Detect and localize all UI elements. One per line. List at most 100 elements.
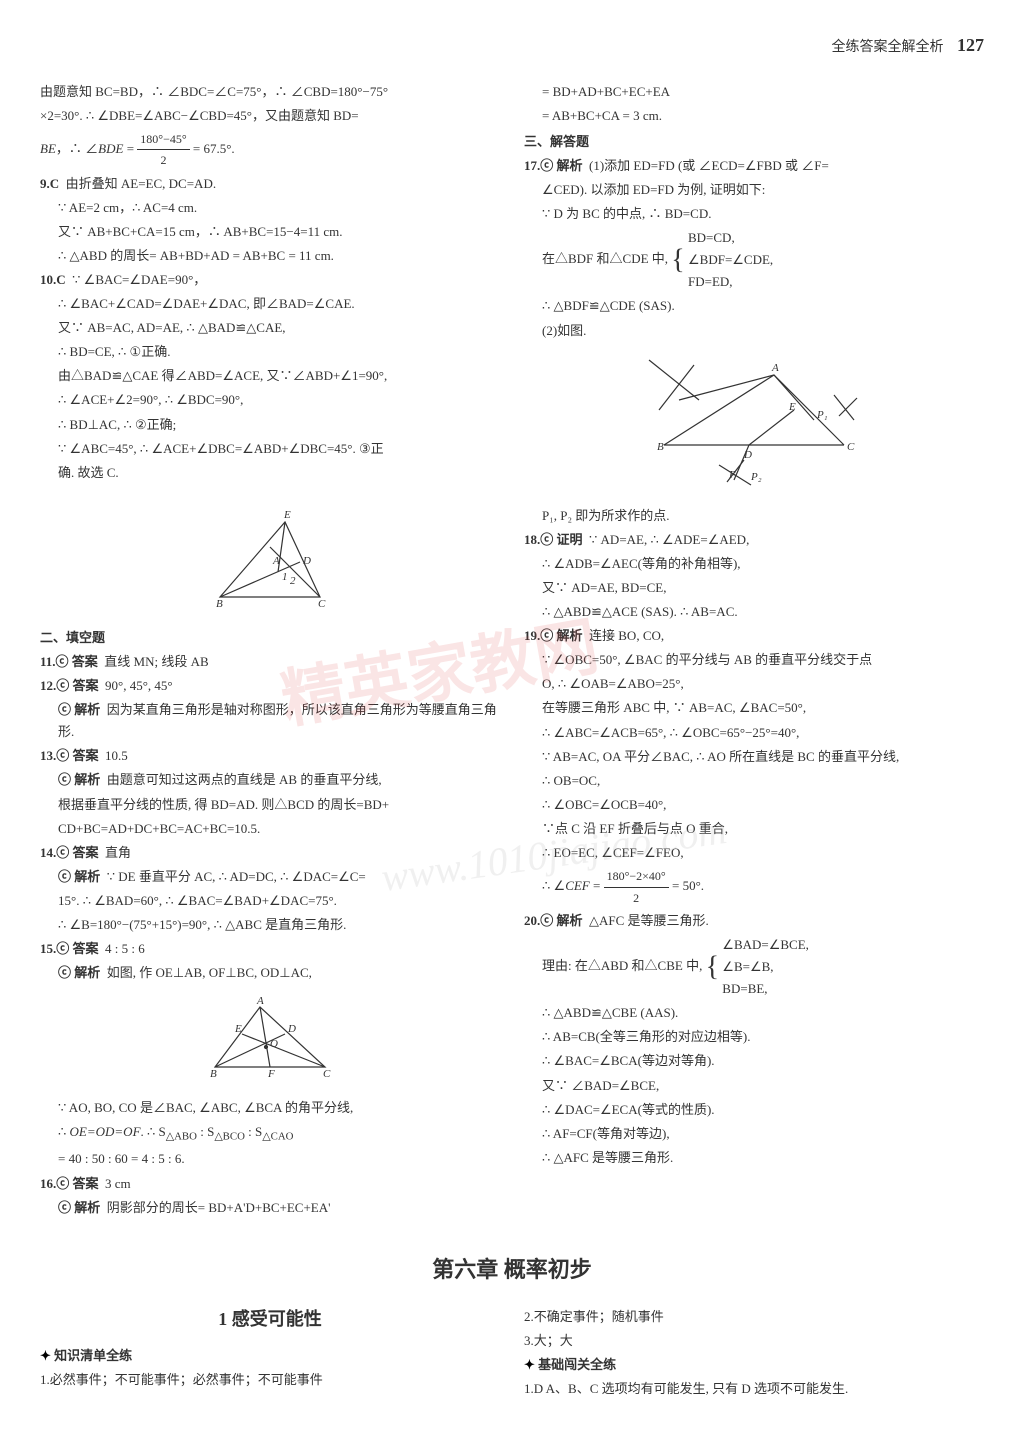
svg-text:D: D (302, 555, 311, 567)
svg-text:P₂: P₂ (750, 471, 762, 483)
svg-text:E: E (234, 1023, 242, 1035)
intro-line-1: 由题意知 BC=BD，∴ ∠BDC=∠C=75°，∴ ∠CBD=180°−75° (40, 81, 500, 103)
q19: 19.ⓒ 解析 连接 BO, CO, (524, 625, 984, 647)
q20-l5: ∴ AB=CB(全等三角形的对应边相等). (524, 1026, 984, 1048)
q13-a0: ⓒ 解析 由题意可知过这两点的直线是 AB 的垂直平分线, (40, 769, 500, 791)
svg-text:B: B (657, 441, 664, 453)
svg-text:P₁: P₁ (816, 409, 828, 421)
svg-text:1: 1 (282, 571, 288, 583)
q9-line2: 又∵ AB+BC+CA=15 cm，∴ AB+BC=15−4=11 cm. (40, 221, 500, 243)
q15: 15.ⓒ 答案 4 : 5 : 6 (40, 938, 500, 960)
svg-text:E: E (788, 401, 796, 413)
q12: 12.ⓒ 答案 90°, 45°, 45° (40, 675, 500, 697)
q18-l3: ∴ △ABD≌△ACE (SAS). ∴ AB=AC. (524, 601, 984, 623)
q16: 16.ⓒ 答案 3 cm (40, 1173, 500, 1195)
q14-a1: 15°. ∴ ∠BAD=60°, ∴ ∠BAC=∠BAD+∠DAC=75°. (40, 890, 500, 912)
q20-l9: ∴ AF=CF(等角对等边), (524, 1123, 984, 1145)
svg-text:O: O (270, 1038, 278, 1050)
q20-l8: ∴ ∠DAC=∠ECA(等式的性质). (524, 1099, 984, 1121)
svg-text:C: C (318, 598, 326, 610)
header-title: 全练答案全解全析 (832, 40, 944, 55)
q10-l6: ∵ ∠ABC=45°, ∴ ∠ACE+∠DBC=∠ABD+∠DBC=45°. ③… (40, 438, 500, 460)
q10-l1: 又∵ AB=AC, AD=AE, ∴ △BAD≌△CAE, (40, 317, 500, 339)
q10-l0: ∴ ∠BAC+∠CAD=∠DAE+∠DAC, 即∠BAD=∠CAE. (40, 293, 500, 315)
q10-l3: 由△BAD≌△CAE 得∠ABD=∠ACE, 又∵∠ABD+∠1=90°, (40, 365, 500, 387)
q18-l2: 又∵ AD=AE, BD=CE, (524, 577, 984, 599)
chapter-sub: 1 感受可能性 (40, 1304, 500, 1335)
q15-a1: ∵ AO, BO, CO 是∠BAC, ∠ABC, ∠BCA 的角平分线, (40, 1097, 500, 1119)
q10-label: 10.C ∵ ∠BAC=∠DAE=90°， (40, 269, 500, 291)
q19-l8: ∴ EO=EC, ∠CEF=∠FEO, (524, 842, 984, 864)
q10-l7: 确. 故选 C. (40, 462, 500, 484)
q20: 20.ⓒ 解析 △AFC 是等腰三角形. (524, 910, 984, 932)
q16-a: ⓒ 解析 阴影部分的周长= BD+A'D+BC+EC+EA' (40, 1197, 500, 1219)
svg-text:F: F (267, 1068, 275, 1080)
q15-a3: = 40 : 50 : 60 = 4 : 5 : 6. (40, 1148, 500, 1170)
construction-diagram: A B C D E F P₁ P₂ (524, 350, 984, 497)
svg-text:F: F (728, 469, 736, 481)
section-solve: 三、解答题 (524, 131, 984, 153)
ch-l4: 1.D A、B、C 选项均有可能发生, 只有 D 选项不可能发生. (524, 1378, 984, 1400)
svg-text:C: C (847, 441, 855, 453)
q10-l5: ∴ BD⊥AC, ∴ ②正确; (40, 414, 500, 436)
svg-text:B: B (210, 1068, 217, 1080)
q19-l9: ∴ ∠CEF = 180°−2×40°2 = 50°. (524, 866, 984, 908)
svg-text:D: D (287, 1023, 296, 1035)
chapter-title: 第六章 概率初步 (40, 1251, 984, 1288)
q19-l3: ∴ ∠ABC=∠ACB=65°, ∴ ∠OBC=65°−25°=40°, (524, 722, 984, 744)
q20-l7: 又∵ ∠BAD=∠BCE, (524, 1075, 984, 1097)
page-header: 全练答案全解全析 127 (40, 30, 984, 61)
intro-line-3: BE，∴ ∠BDE = 180°−45°2 = 67.5°. (40, 129, 500, 171)
top-l1: = AB+BC+CA = 3 cm. (524, 105, 984, 127)
q9-line3: ∴ △ABD 的周长= AB+BD+AD = AB+BC = 11 cm. (40, 245, 500, 267)
q14-a2: ∴ ∠B=180°−(75°+15°)=90°, ∴ △ABC 是直角三角形. (40, 914, 500, 936)
q20-l10: ∴ △AFC 是等腰三角形. (524, 1147, 984, 1169)
svg-text:A: A (256, 995, 264, 1007)
q11: 11.ⓒ 答案 直线 MN; 线段 AB (40, 651, 500, 673)
chapter-left: 1 感受可能性 知识清单全练 1.必然事件；不可能事件；必然事件；不可能事件 (40, 1304, 500, 1402)
q13-a2: CD+BC=AD+DC+BC=AC+BC=10.5. (40, 818, 500, 840)
q17-l6: ∴ △BDF≌△CDE (SAS). (524, 295, 984, 317)
ch-l2: 2.不确定事件；随机事件 (524, 1306, 984, 1328)
q9-line1: ∵ AE=2 cm，∴ AC=4 cm. (40, 197, 500, 219)
q12-analysis: ⓒ 解析 因为某直角三角形是轴对称图形，所以该直角三角形为等腰直角三角形. (40, 699, 500, 743)
q15-a2: ∴ OE=OD=OF. ∴ S△ABO : S△BCO : S△CAO (40, 1121, 500, 1146)
intro-line-2: ×2=30°. ∴ ∠DBE=∠ABC−∠CBD=45°，又由题意知 BD= (40, 105, 500, 127)
svg-text:A: A (771, 362, 779, 374)
right-column: = BD+AD+BC+EC+EA = AB+BC+CA = 3 cm. 三、解答… (524, 79, 984, 1221)
q18: 18.ⓒ 证明 ∵ AD=AE, ∴ ∠ADE=∠AED, (524, 529, 984, 551)
q13: 13.ⓒ 答案 10.5 (40, 745, 500, 767)
q17-l2: 在△BDF 和△CDE 中, { BD=CD, ∠BDF=∠CDE, FD=ED… (524, 227, 984, 293)
q20-l6: ∴ ∠BAC=∠BCA(等边对等角). (524, 1050, 984, 1072)
q17-l0: ∠CED). 以添加 ED=FD 为例, 证明如下: (524, 179, 984, 201)
svg-text:D: D (743, 449, 752, 461)
q17: 17.ⓒ 解析 (1)添加 ED=FD (或 ∠ECD=∠FBD 或 ∠F= (524, 155, 984, 177)
top-l0: = BD+AD+BC+EC+EA (524, 81, 984, 103)
chapter-columns: 1 感受可能性 知识清单全练 1.必然事件；不可能事件；必然事件；不可能事件 2… (40, 1304, 984, 1402)
q19-l2: 在等腰三角形 ABC 中, ∵ AB=AC, ∠BAC=50°, (524, 697, 984, 719)
q19-l5: ∴ OB=OC, (524, 770, 984, 792)
triangle-diagram-2: B C A E D F O (40, 992, 500, 1089)
q20-l0: 理由: 在△ABD 和△CBE 中, { ∠BAD=∠BCE, ∠B=∠B, B… (524, 934, 984, 1000)
q17-l7: (2)如图. (524, 320, 984, 342)
svg-text:E: E (283, 509, 291, 521)
q13-a1: 根据垂直平分线的性质, 得 BD=AD. 则△BCD 的周长=BD+ (40, 794, 500, 816)
triangle-diagram-1: B C E A D 1 2 (40, 492, 500, 619)
q20-l4: ∴ △ABD≌△CBE (AAS). (524, 1002, 984, 1024)
main-columns: 由题意知 BC=BD，∴ ∠BDC=∠C=75°，∴ ∠CBD=180°−75°… (40, 79, 984, 1221)
svg-text:A: A (272, 555, 280, 567)
svg-text:B: B (216, 598, 223, 610)
q19-l1: O, ∴ ∠OAB=∠ABO=25°, (524, 673, 984, 695)
svg-text:2: 2 (290, 575, 296, 587)
basic-heading: 基础闯关全练 (524, 1354, 984, 1376)
q14-a0: ⓒ 解析 ∵ DE 垂直平分 AC, ∴ AD=DC, ∴ ∠DAC=∠C= (40, 866, 500, 888)
q9-label: 9.C 由折叠知 AE=EC, DC=AD. (40, 173, 500, 195)
q14: 14.ⓒ 答案 直角 (40, 842, 500, 864)
q17-after: P₁, P₂ 即为所求作的点. (524, 505, 984, 527)
q10-l2: ∴ BD=CE, ∴ ①正确. (40, 341, 500, 363)
chapter-right: 2.不确定事件；随机事件 3.大；大 基础闯关全练 1.D A、B、C 选项均有… (524, 1304, 984, 1402)
q10-l4: ∴ ∠ACE+∠2=90°, ∴ ∠BDC=90°, (40, 389, 500, 411)
q18-l1: ∴ ∠ADB=∠AEC(等角的补角相等), (524, 553, 984, 575)
section-fill: 二、填空题 (40, 627, 500, 649)
ch-l1: 1.必然事件；不可能事件；必然事件；不可能事件 (40, 1369, 500, 1391)
